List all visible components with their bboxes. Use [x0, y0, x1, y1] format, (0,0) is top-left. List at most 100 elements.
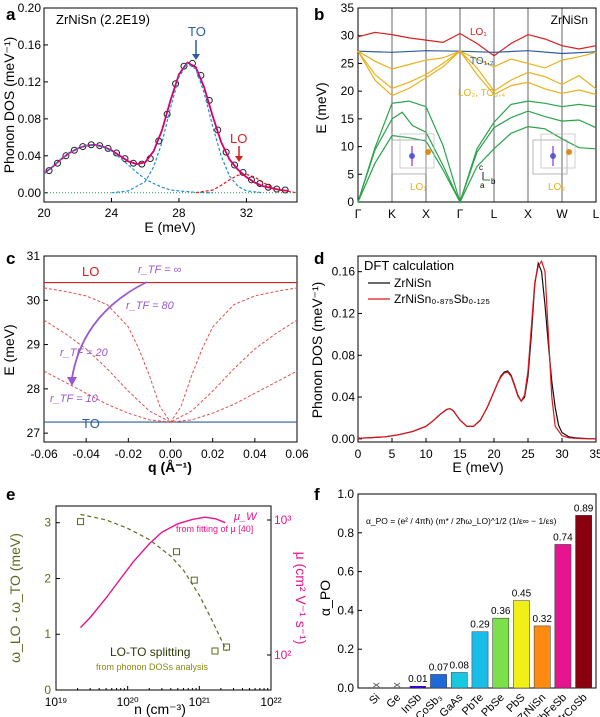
panel-c-xtick-label: 0.00	[159, 447, 183, 461]
panel-a-frame	[43, 7, 298, 203]
panel-e-ytick-label-left: 0	[44, 683, 51, 697]
panel-a-ytick-label: 0.20	[18, 1, 42, 15]
panel-f-bar	[554, 544, 572, 689]
panel-a-xlabel: E (meV)	[144, 219, 195, 235]
panel-d-ytick-label: 0.12	[332, 306, 356, 320]
panel-b-band-label: LO₂, TO₃,₄	[458, 88, 505, 99]
panel-b-band-label: LO₂	[548, 182, 565, 193]
panel-f-ytick-label: 0.6	[337, 565, 354, 579]
panel-f-zero-marker	[373, 682, 380, 688]
panel-f-value-label: 0.74	[553, 532, 573, 543]
panel-d-ytick-label: 0.16	[332, 265, 356, 279]
panel-f-ytick-label: 1.0	[337, 487, 354, 501]
panel-d-frame	[357, 255, 597, 443]
panel-f-category-label: Si	[367, 692, 382, 707]
panel-c-curve-label: r_TF = 10	[50, 393, 99, 405]
panel-a-ylabel: Phonon DOS (meV⁻¹)	[1, 37, 17, 174]
panel-e-xtick-label: 10²²	[260, 695, 281, 709]
panel-a-dashed-component	[43, 144, 213, 194]
panel-f-bar	[430, 674, 447, 689]
panel-label-c: c	[6, 249, 15, 268]
panel-d-ytick-label: 0.04	[332, 390, 356, 404]
panel-d-xtick-label: 15	[453, 447, 467, 461]
panel-c-dispersion-curve	[43, 319, 298, 423]
panel-e-ylabel-right: μ (cm² V⁻¹ s⁻¹)	[293, 552, 309, 645]
panel-d-ytick-label: 0.00	[332, 432, 356, 446]
panel-b-ytick-label: 10	[341, 140, 355, 154]
panel-f-value-label: 0.89	[574, 503, 594, 514]
panel-b-unit-cell-inset	[540, 133, 576, 169]
panel-b-band-label: LO₁	[410, 182, 427, 193]
panel-c-ytick-label: 29	[27, 338, 41, 352]
panel-e-annotation: μ_W	[233, 511, 258, 523]
panel-f-ytick-label: 0.0	[337, 681, 354, 695]
panel-c-xlabel: q (Å⁻¹)	[148, 459, 192, 475]
panel-e-annotation: from fitting of μ [40]	[176, 524, 253, 534]
panel-c-curve-label: r_TF = 80	[126, 300, 175, 312]
panel-label-a: a	[6, 5, 16, 24]
panel-b-kpoint-label: W	[556, 207, 568, 221]
panel-a-data-point	[70, 146, 78, 154]
panel-a-xtick-label: 28	[172, 206, 186, 220]
panel-c-ytick-label: 27	[27, 426, 41, 440]
panel-a-lo-arrowhead	[235, 156, 243, 162]
panel-b-ytick-label: 30	[341, 29, 355, 43]
panel-e-xlabel: n (cm⁻³)	[134, 701, 186, 717]
panel-c-lo-label: LO	[82, 264, 99, 279]
panel-label-b: b	[314, 5, 324, 24]
panel-b-unit-cell-inset	[532, 139, 568, 175]
panel-f-formula: α_PO = (e² / 4πħ) (m* / 2ħω_LO)^1/2 (1/ε…	[366, 516, 557, 526]
panel-e-ytick-label-right: 10²	[274, 648, 291, 662]
panel-a-ytick-label: 0.12	[18, 75, 42, 89]
panel-b-kpoint-label: X	[524, 207, 532, 221]
panel-a-ytick-label: 0.04	[18, 149, 42, 163]
panel-e-xtick-label: 10²⁰	[117, 695, 139, 709]
panel-b-kpoint-label: Γ	[457, 207, 464, 221]
panel-b-unit-cell-inset	[399, 133, 435, 169]
panel-a-data-point	[53, 159, 61, 167]
panel-label-e: e	[6, 485, 15, 504]
panel-b-ytick-label: 25	[341, 56, 355, 70]
panel-e-data-point	[223, 643, 231, 651]
panel-a-lo-label: LO	[230, 131, 247, 146]
panel-e-xtick-label: 10²¹	[189, 695, 210, 709]
panel-a-dashed-component	[111, 62, 264, 194]
panel-b-ytick-label: 35	[341, 1, 355, 15]
panel-b-axis-a: a	[480, 181, 485, 190]
panel-f-ytick-label: 0.8	[337, 526, 354, 540]
panel-e-ylabel-left: ω_LO - ω_TO (meV)	[7, 533, 23, 663]
panel-b-unit-cell-inset	[391, 139, 427, 175]
panel-f-value-label: 0.07	[429, 662, 449, 673]
panel-a-lo-component	[195, 173, 298, 194]
panel-b-kpoint-label: L	[593, 207, 600, 221]
panel-f-value-label: 0.01	[408, 674, 428, 685]
panel-c-ytick-label: 30	[27, 293, 41, 307]
panel-b-ytick-label: 5	[347, 167, 354, 181]
panel-e-annotation: from phonon DOSs analysis	[96, 662, 209, 672]
panel-c-xtick-label: 0.06	[285, 447, 309, 461]
panel-c-xtick-label: -0.06	[30, 447, 58, 461]
panel-b-kpoint-label: X	[422, 207, 430, 221]
panel-f-ytick-label: 0.4	[337, 603, 354, 617]
panel-d-legend-label: ZrNiSn₀.₈₇₅Sb₀.₁₂₅	[394, 292, 490, 306]
panel-d-ylabel: Phonon DOS (meV⁻¹)	[309, 282, 325, 419]
panel-d-legend-title: DFT calculation	[364, 258, 454, 273]
panel-b-atom	[425, 149, 431, 155]
panel-a-fit-line	[43, 61, 289, 192]
panel-f-bar	[513, 600, 530, 689]
panel-a-ytick-label: 0.16	[18, 38, 42, 52]
panel-b-band	[357, 125, 597, 204]
panel-f-value-label: 0.32	[532, 614, 552, 625]
panel-c-ytick-label: 28	[27, 382, 41, 396]
panel-c-ylabel: E (meV)	[1, 324, 17, 375]
panel-c-dispersion-curve	[43, 370, 298, 423]
panel-b-band	[357, 100, 597, 205]
panel-d-xtick-label: 35	[589, 447, 600, 461]
panel-f-bar	[471, 631, 489, 689]
panel-f-value-label: 0.36	[491, 606, 511, 617]
panel-d-xtick-label: 10	[419, 447, 433, 461]
panel-f-zero-marker	[393, 682, 401, 688]
panel-a-data-point	[231, 161, 239, 169]
panel-b-band	[357, 50, 597, 92]
